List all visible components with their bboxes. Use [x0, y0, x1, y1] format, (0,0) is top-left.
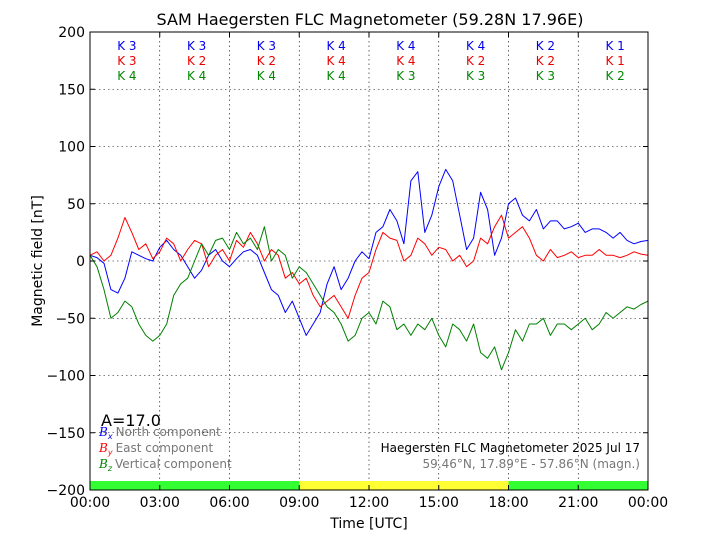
y-tick-label: 100	[58, 140, 85, 156]
grid	[90, 32, 648, 490]
x-tick-label: 12:00	[349, 495, 389, 511]
k-index-cell: K 3	[187, 39, 206, 53]
y-tick-label: −50	[55, 311, 85, 327]
k-index-cell: K 3	[536, 69, 555, 83]
legend-entry-x: Bx North component	[98, 425, 221, 441]
footer-coords: 59.46°N, 17.89°E - 57.86°N (magn.)	[423, 457, 640, 471]
x-tick-label: 15:00	[419, 495, 459, 511]
legend-entry-z: Bz Vertical component	[98, 457, 232, 473]
k-index-cell: K 2	[257, 54, 276, 68]
x-tick-label: 06:00	[209, 495, 249, 511]
k-index-cell: K 2	[605, 69, 624, 83]
x-axis-label: Time [UTC]	[329, 516, 407, 532]
footer-title: Haegersten FLC Magnetometer 2025 Jul 17	[381, 441, 640, 455]
k-index-cell: K 3	[117, 39, 136, 53]
k-index-cell: K 4	[466, 39, 485, 53]
x-tick-label: 21:00	[558, 495, 598, 511]
x-tick-label: 18:00	[488, 495, 528, 511]
y-tick-label: 0	[76, 254, 85, 270]
x-tick-label: 03:00	[140, 495, 180, 511]
y-tick-label: −200	[47, 483, 85, 499]
k-index-cell: K 4	[117, 69, 136, 83]
k-index-cell: K 3	[466, 69, 485, 83]
k-index-cell: K 4	[187, 69, 206, 83]
y-tick-label: −150	[47, 426, 85, 442]
k-index-cell: K 4	[396, 54, 415, 68]
series-line-z	[89, 226, 649, 371]
legend-entry-y: By East component	[98, 441, 213, 457]
series-line-y	[89, 214, 649, 319]
k-index-cell: K 3	[257, 39, 276, 53]
k-index-cell: K 4	[326, 39, 345, 53]
activity-segment	[90, 481, 300, 490]
x-tick-label: 09:00	[279, 495, 319, 511]
series-lines	[89, 168, 649, 371]
a-index-label: A=17.0	[101, 411, 161, 430]
y-tick-label: 150	[58, 82, 85, 98]
y-tick-label: 200	[58, 25, 85, 41]
chart-title: SAM Haegersten FLC Magnetometer (59.28N …	[157, 10, 584, 29]
k-index-cell: K 4	[326, 69, 345, 83]
k-index-cell: K 1	[605, 54, 624, 68]
series-line-x	[89, 168, 649, 336]
x-tick-label: 00:00	[70, 495, 110, 511]
k-index-cell: K 4	[396, 39, 415, 53]
k-index-cell: K 1	[605, 39, 624, 53]
k-index-cell: K 2	[466, 54, 485, 68]
k-index-cell: K 2	[536, 54, 555, 68]
k-index-cell: K 3	[117, 54, 136, 68]
k-index-cell: K 2	[187, 54, 206, 68]
k-index-cell: K 2	[536, 39, 555, 53]
y-tick-label: 50	[67, 197, 85, 213]
activity-segment	[299, 481, 509, 490]
y-tick-label: −100	[47, 369, 85, 385]
k-index-cell: K 4	[326, 54, 345, 68]
x-tick-label: 00:00	[628, 495, 668, 511]
k-index-cell: K 4	[257, 69, 276, 83]
axis-ticks: 00:00 03:00 06:00 09:00 12:00 15:00 18:00 21:00…	[47, 25, 669, 511]
k-index-cell: K 3	[396, 69, 415, 83]
y-axis-label: Magnetic field [nT]	[30, 195, 46, 327]
